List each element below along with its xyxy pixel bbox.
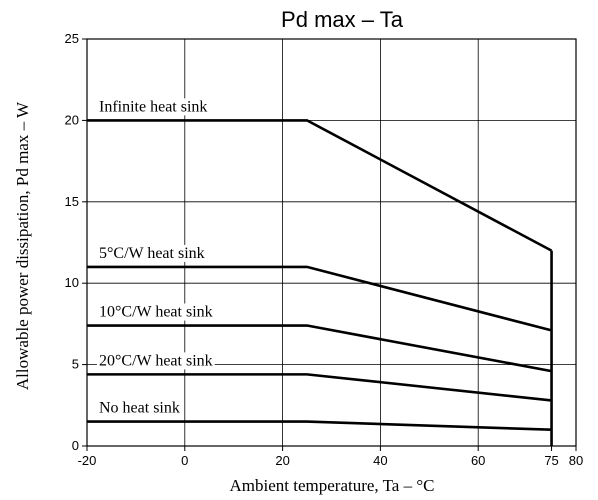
series-layer (87, 119, 553, 446)
y-tick-label-20: 20 (65, 112, 79, 127)
y-tick-label-10: 10 (65, 275, 79, 290)
x-tick-label-40: 40 (373, 453, 387, 468)
series-label-background (97, 303, 215, 321)
x-tick-label-60: 60 (471, 453, 485, 468)
series-label-background (97, 399, 182, 417)
x-tick-label-80: 80 (569, 453, 583, 468)
series-label-infinite-heat-sink: Infinite heat sink (99, 98, 207, 115)
y-tick-label-25: 25 (65, 31, 79, 46)
series-label-layer: Infinite heat sink 5°C/W heat sink 10°C/W … (97, 98, 215, 417)
series-label-no-heat-sink: No heat sink (99, 400, 180, 417)
x-tick-label-0: 0 (181, 453, 188, 468)
plot-frame (86, 38, 577, 447)
series-label-background (97, 244, 207, 262)
y-tick-label-5: 5 (72, 357, 79, 372)
series-line-5-c-w-heat-sink (87, 265, 552, 332)
y-axis-label: Allowable power dissipation, Pd max – W (13, 101, 32, 390)
series-label-5-c-w-heat-sink: 5°C/W heat sink (99, 245, 205, 262)
series-line-10-c-w-heat-sink (87, 324, 552, 373)
x-axis-label: Ambient temperature, Ta – °C (230, 476, 435, 495)
x-tick-label-20: 20 (275, 453, 289, 468)
chart-title: Pd max – Ta (281, 7, 404, 32)
series-line-no-heat-sink (87, 420, 552, 432)
series-line-20-c-w-heat-sink (87, 373, 552, 402)
series-label-background (97, 98, 210, 116)
x-tick-label-20: -20 (78, 453, 97, 468)
series-label-10-c-w-heat-sink: 10°C/W heat sink (99, 304, 213, 321)
series-label-background (97, 352, 215, 370)
x-tick-label-75: 75 (544, 453, 558, 468)
series-label-20-c-w-heat-sink: 20°C/W heat sink (99, 352, 213, 369)
y-tick-label-0: 0 (72, 438, 79, 453)
y-tick-label-15: 15 (65, 194, 79, 209)
series-line-infinite-heat-sink (87, 119, 553, 252)
